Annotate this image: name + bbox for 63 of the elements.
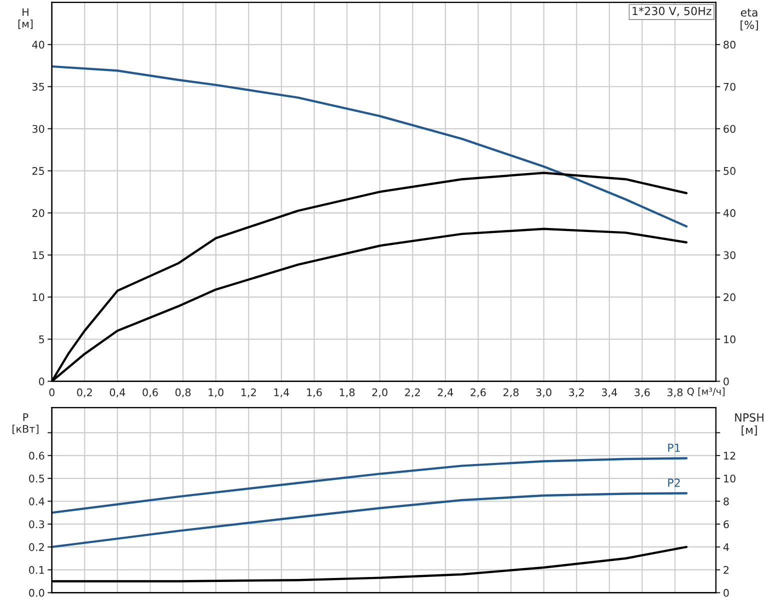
x-tick-label: 3,6 bbox=[634, 388, 650, 398]
series-label: P2 bbox=[668, 478, 680, 487]
y2-tick-label: 80 bbox=[724, 40, 736, 49]
y2-tick-label: 6 bbox=[724, 520, 729, 528]
y-tick-label: 0.6 bbox=[29, 452, 44, 460]
y2-tick-label: 8 bbox=[724, 497, 729, 506]
x-tick-label: 3,2 bbox=[569, 388, 584, 398]
x-tick-label: 1,6 bbox=[307, 388, 322, 398]
y2-tick-label: 0 bbox=[724, 377, 729, 386]
x-tick-label: 3,8 bbox=[667, 388, 683, 398]
y-tick-label: 0.5 bbox=[29, 474, 44, 482]
y-tick-label: 0 bbox=[38, 377, 44, 386]
y-tick-label: 40 bbox=[32, 40, 44, 49]
y2-axis-title: eta [%] bbox=[740, 8, 758, 30]
x-tick-label: 0,2 bbox=[77, 388, 92, 398]
y2-tick-label: 20 bbox=[724, 293, 736, 302]
y-tick-label: 0.0 bbox=[29, 588, 44, 597]
line-series bbox=[52, 457, 688, 514]
y2-tick-label: 40 bbox=[723, 209, 736, 218]
y-tick-label: 0.2 bbox=[29, 543, 44, 552]
y2-axis-title: NPSH [м] bbox=[735, 413, 764, 436]
annotation: 1*230 V, 50Hz bbox=[632, 6, 712, 16]
y-tick-label: 0.3 bbox=[29, 520, 44, 528]
x-tick-label: 0 bbox=[49, 388, 54, 396]
y-axis-title: P [кВт] bbox=[12, 413, 38, 434]
y-tick-label: 0.1 bbox=[29, 566, 44, 574]
line-series bbox=[52, 492, 688, 548]
x-tick-label: 3,4 bbox=[602, 388, 618, 398]
y2-tick-label: 10 bbox=[724, 474, 736, 482]
y-tick-label: 20 bbox=[32, 209, 44, 218]
x-axis-title: Q [м³/ч] bbox=[687, 388, 725, 396]
y2-tick-label: 30 bbox=[724, 251, 736, 260]
x-tick-label: 3,0 bbox=[536, 388, 552, 398]
series-label: P1 bbox=[668, 444, 680, 452]
x-tick-label: 2,0 bbox=[372, 388, 388, 398]
y-tick-label: 15 bbox=[32, 251, 44, 260]
x-tick-label: 0,4 bbox=[110, 388, 126, 398]
x-tick-label: 2,2 bbox=[405, 388, 420, 398]
x-tick-label: 1,2 bbox=[241, 388, 256, 398]
x-tick-label: 1,4 bbox=[274, 388, 290, 398]
y2-tick-label: 70 bbox=[724, 82, 736, 91]
y2-tick-label: 10 bbox=[724, 335, 736, 344]
y-tick-label: 35 bbox=[32, 82, 44, 91]
y2-tick-label: 4 bbox=[723, 543, 729, 551]
line-series bbox=[52, 65, 688, 228]
y2-tick-label: 50 bbox=[724, 167, 736, 175]
y-tick-label: 25 bbox=[32, 167, 44, 175]
y-tick-label: 10 bbox=[32, 293, 44, 302]
y2-tick-label: 0 bbox=[724, 588, 729, 597]
y2-tick-label: 2 bbox=[724, 566, 728, 574]
x-tick-label: 1,0 bbox=[208, 388, 224, 398]
y2-tick-label: 12 bbox=[724, 452, 736, 460]
y-tick-label: 30 bbox=[32, 124, 44, 133]
x-tick-label: 1,8 bbox=[340, 388, 355, 398]
x-tick-label: 2,8 bbox=[503, 388, 519, 398]
y-axis-title: H [м] bbox=[18, 8, 33, 29]
y-tick-label: 0.4 bbox=[29, 497, 44, 506]
x-tick-label: 2,4 bbox=[438, 388, 454, 398]
x-tick-label: 0,6 bbox=[142, 388, 158, 398]
x-tick-label: 2,6 bbox=[470, 388, 486, 398]
y2-tick-label: 60 bbox=[724, 124, 736, 133]
y-tick-label: 5 bbox=[39, 336, 44, 344]
x-tick-label: 0,8 bbox=[175, 388, 191, 398]
